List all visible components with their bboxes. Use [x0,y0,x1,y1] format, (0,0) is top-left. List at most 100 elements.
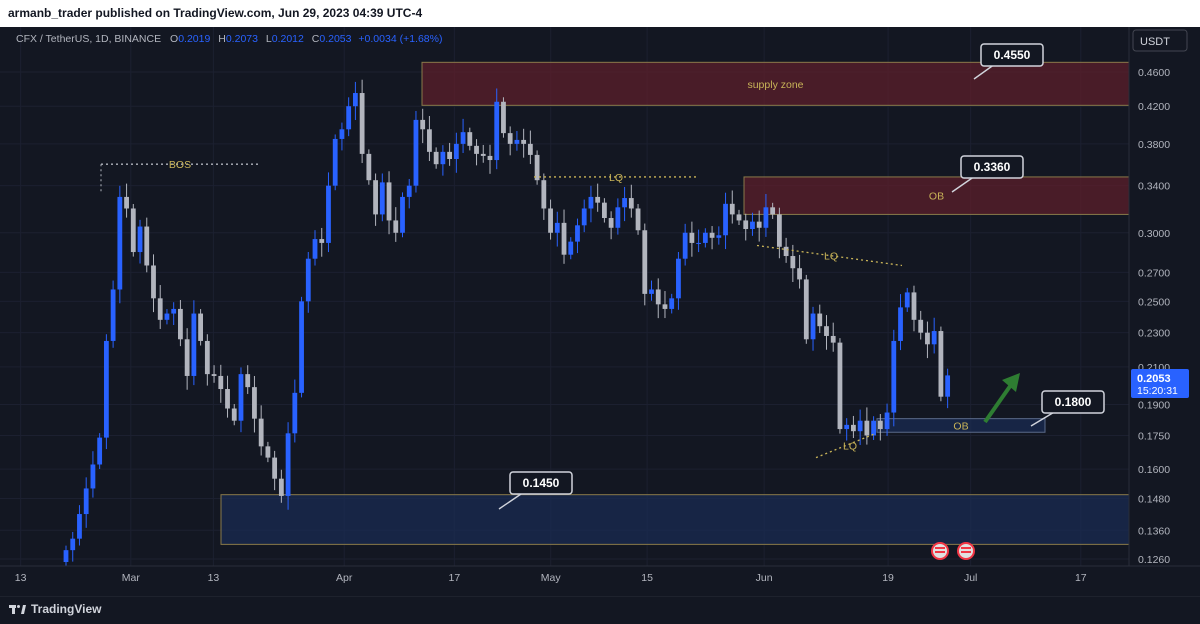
candle-body [278,478,284,496]
candle-body [877,420,883,430]
candle-body [723,203,728,236]
candle-body [756,221,762,228]
candle-body [164,313,170,320]
candle-body [635,208,641,231]
legend-low: 0.2012 [272,33,304,45]
candle-body [514,139,520,144]
candle-body [63,550,69,562]
price-tick-label: 0.3000 [1138,228,1170,240]
projection-arrow-head [1002,373,1020,392]
legend-change: +0.0034 (+1.68%) [358,33,442,45]
price-callout-box [509,471,573,495]
candle-body [292,392,298,434]
candle-body [346,106,352,130]
candle-body [588,196,594,209]
us-flag-event-icon[interactable] [957,542,975,560]
candle-body [602,202,607,219]
candle-body [352,93,358,107]
time-tick-label: Mar [122,572,141,584]
candle-body [225,389,230,409]
candle-body [918,319,924,333]
last-price-tag [1131,369,1189,398]
candle-body [797,268,802,280]
candle-body [97,437,103,465]
candle-body [299,301,304,393]
candle-body [447,151,453,160]
candle-body [211,374,217,376]
candle-body [702,232,708,243]
candle-body [871,420,876,436]
brand-name: TradingView [31,602,102,616]
candle-body [931,331,937,345]
candle-body [433,151,439,165]
price-tick-label: 0.2700 [1138,267,1170,279]
candle-body [709,232,715,238]
candle-body [676,258,681,299]
tradingview-logo[interactable]: TradingView [9,602,101,616]
price-tick-label: 0.1600 [1138,464,1170,476]
candle-body [824,326,829,336]
projection-arrow-shaft [983,380,1015,424]
price-callout-label: 0.1800 [1055,395,1092,409]
candle-body [440,151,446,165]
us-flag-event-icon[interactable] [931,542,949,560]
candle-body [844,424,850,430]
candle-body [689,232,695,243]
time-tick-label: 15 [641,572,653,584]
candle-body [400,196,405,233]
candle-body [904,292,910,308]
candle-body [245,374,251,388]
price-tick-label: 0.1360 [1138,525,1170,537]
time-tick-label: 19 [882,572,894,584]
legend-symbol: CFX / TetherUS, 1D, BINANCE [16,33,161,45]
candle-body [252,387,257,419]
time-tick-label: May [541,572,562,584]
candle-body [790,256,796,269]
time-axis[interactable]: 13 Mar 13 Apr 17 May 15 Jun 19 Jul 17 [15,572,1087,584]
level-label: LQ [824,250,838,262]
candle-body [124,196,129,209]
candle-body [413,119,419,186]
candle-body [427,129,432,152]
candle-body [622,198,627,208]
candle-body [655,289,661,305]
price-callout-box [1041,390,1105,414]
candle-body [851,424,856,432]
candle-body [763,207,769,228]
price-axis[interactable]: 0.4600 0.4200 0.3800 0.3400 0.3000 0.2700 0.25… [1138,67,1170,566]
price-callout-box [980,43,1044,67]
candle-body [750,221,755,230]
candle-body [817,313,823,327]
tradingview-logo-icon [9,603,27,615]
footer-bar: TradingView [0,596,1200,624]
price-tick-label: 0.2300 [1138,328,1170,340]
candle-body [218,375,224,390]
price-callout-box [960,155,1024,179]
price-tick-label: 0.3800 [1138,139,1170,151]
candle-body [326,185,331,243]
candle-body [891,340,897,413]
candle-body [696,242,702,244]
price-callout-label: 0.3360 [974,160,1011,174]
candle-body [379,182,385,215]
candle-body [581,208,587,226]
price-tick-label: 0.4200 [1138,101,1170,113]
currency-button[interactable] [1132,29,1188,52]
candle-body [258,418,264,447]
candle-body [265,446,271,458]
candle-body [729,203,735,215]
price-chart[interactable]: supply zone OB OB BOS LQ LQ LQ 0.4550 0.3360 0.1… [0,27,1200,596]
legend-close: 0.2053 [319,33,351,45]
candle-body [938,331,944,397]
candle-body [359,93,365,154]
candle-body [649,289,654,294]
liquidity-line [756,244,903,267]
price-tick-label: 0.2500 [1138,296,1170,308]
candle-body [460,132,466,144]
candle-body [178,308,183,340]
candle-body [305,258,311,302]
price-tick-label: 0.4600 [1138,67,1170,79]
zone-box [743,176,1130,215]
price-tick-label: 0.1750 [1138,430,1170,442]
candle-body [615,207,621,228]
